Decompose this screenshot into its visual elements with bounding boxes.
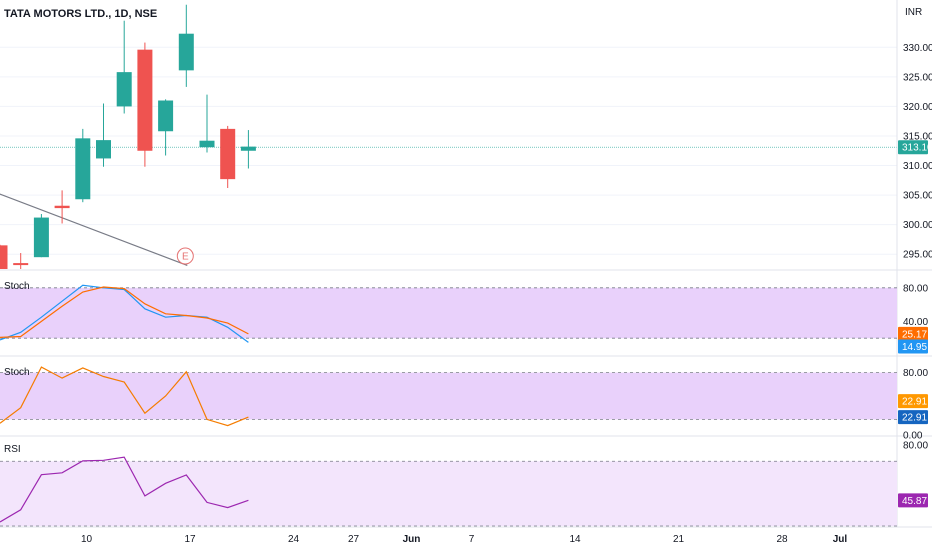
candle[interactable] <box>178 4 194 87</box>
candle-body[interactable] <box>96 140 111 159</box>
indicator-tick-label: 0.00 <box>903 431 923 442</box>
rsi-title: RSI <box>4 444 21 455</box>
price-tick-label: 295.00 <box>903 250 932 261</box>
earnings-circle[interactable] <box>176 247 194 265</box>
main-pane[interactable]: E TATA MOTORS LTD., 1D, NSE <box>0 4 897 269</box>
stoch2-badge-a-text: 22.91 <box>902 397 927 408</box>
price-tick-label: 320.00 <box>903 102 932 113</box>
band-fill <box>0 287 897 339</box>
candle-body[interactable] <box>240 146 256 151</box>
candle-body[interactable] <box>158 100 174 132</box>
trendline-layer[interactable] <box>0 193 188 267</box>
earnings-label: E <box>182 252 189 263</box>
candle[interactable] <box>13 253 29 269</box>
candle[interactable] <box>240 130 256 169</box>
candle-body[interactable] <box>0 245 8 269</box>
candle-body[interactable] <box>33 217 49 258</box>
rsi-badge: 45.87 <box>898 493 928 508</box>
indicator-tick-label: 80.00 <box>903 368 928 379</box>
earnings-marker[interactable]: E <box>176 247 194 265</box>
candle[interactable] <box>220 125 236 189</box>
currency-label[interactable]: INR <box>905 7 922 18</box>
band-fill <box>0 461 897 526</box>
time-tick-label: 14 <box>569 534 581 545</box>
stoch2-badge-a-bg <box>898 394 928 409</box>
indicator-tick-label: 40.00 <box>903 317 928 328</box>
price-tick-label: 325.00 <box>903 72 932 83</box>
rsi-badge-text: 45.87 <box>902 496 927 507</box>
rsi-badge-bg <box>898 493 928 508</box>
indicator-series-line[interactable] <box>0 456 249 523</box>
candle-body[interactable] <box>199 140 215 148</box>
candle[interactable] <box>158 99 174 156</box>
indicator-series-line[interactable] <box>0 286 249 338</box>
candle-body[interactable] <box>137 49 153 151</box>
time-tick-label: Jul <box>833 534 848 545</box>
main-gridlines <box>0 46 897 255</box>
candle[interactable] <box>33 214 49 258</box>
indicator-tick-label: 80.00 <box>903 441 928 452</box>
stoch2-badge-b-text: 22.91 <box>902 413 927 424</box>
trendline[interactable] <box>0 193 188 267</box>
time-tick-label: 28 <box>776 534 788 545</box>
chart-title: TATA MOTORS LTD., 1D, NSE <box>4 8 157 20</box>
candle-body[interactable] <box>13 263 29 266</box>
stoch1-d-badge-bg <box>898 326 928 341</box>
candle-body[interactable] <box>54 205 70 209</box>
time-tick-label: 7 <box>469 534 475 545</box>
indicator-lines[interactable] <box>0 284 249 343</box>
price-badges: 313.10 25.17 14.95 22.91 22.91 45.87 <box>898 140 932 508</box>
time-tick-label: 10 <box>81 534 93 545</box>
price-tick-label: 300.00 <box>903 220 932 231</box>
stoch2-badge-a: 22.91 <box>898 394 928 409</box>
stoch2-badge-b: 22.91 <box>898 410 928 425</box>
candle[interactable] <box>75 128 91 203</box>
stoch1-k-badge: 14.95 <box>898 339 928 354</box>
stoch1-d-badge: 25.17 <box>898 326 928 341</box>
stoch1-d-badge-text: 25.17 <box>902 329 927 340</box>
band-fill <box>0 372 897 420</box>
candle-body[interactable] <box>75 138 91 200</box>
time-tick-label: 21 <box>673 534 685 545</box>
stoch-1-title: Stoch <box>4 281 30 292</box>
candle-body[interactable] <box>220 128 236 180</box>
time-tick-label: 27 <box>348 534 360 545</box>
last-price-badge-bg <box>898 140 928 155</box>
price-tick-label: 310.00 <box>903 161 932 172</box>
last-price-badge-text: 313.10 <box>902 143 932 154</box>
time-tick-label: 24 <box>288 534 300 545</box>
stoch2-badge-b-bg <box>898 410 928 425</box>
price-tick-label: 315.00 <box>903 131 932 142</box>
price-tick-label: 305.00 <box>903 191 932 202</box>
stoch-pane-2[interactable] <box>0 366 897 427</box>
candle[interactable] <box>116 20 132 114</box>
time-axis[interactable]: 10 17 24 27 Jun 7 14 21 28 Jul <box>81 534 847 545</box>
candle[interactable] <box>0 244 8 269</box>
stoch1-k-badge-text: 14.95 <box>902 342 927 353</box>
last-price-badge: 313.10 <box>898 140 932 155</box>
price-axis[interactable]: 330.00 325.00 320.00 315.00 310.00 305.00 300.… <box>903 43 932 452</box>
candle-body[interactable] <box>116 72 132 107</box>
indicator-series-line[interactable] <box>0 284 249 343</box>
candle[interactable] <box>137 42 153 167</box>
indicator-lines[interactable] <box>0 366 249 427</box>
indicator-series-line[interactable] <box>0 366 249 427</box>
candle[interactable] <box>96 103 111 167</box>
indicator-lines[interactable] <box>0 456 249 523</box>
candle-body[interactable] <box>178 33 194 71</box>
candle[interactable] <box>199 94 215 153</box>
rsi-pane[interactable] <box>0 456 897 527</box>
stoch1-k-badge-bg <box>898 339 928 354</box>
time-tick-label: Jun <box>403 534 421 545</box>
price-tick-label: 330.00 <box>903 43 932 54</box>
stoch-pane-1[interactable] <box>0 284 897 343</box>
candle[interactable] <box>54 190 70 224</box>
candles-layer[interactable] <box>0 4 256 269</box>
indicator-tick-label: 80.00 <box>903 283 928 294</box>
time-tick-label: 17 <box>184 534 196 545</box>
stoch-2-title: Stoch <box>4 367 30 378</box>
